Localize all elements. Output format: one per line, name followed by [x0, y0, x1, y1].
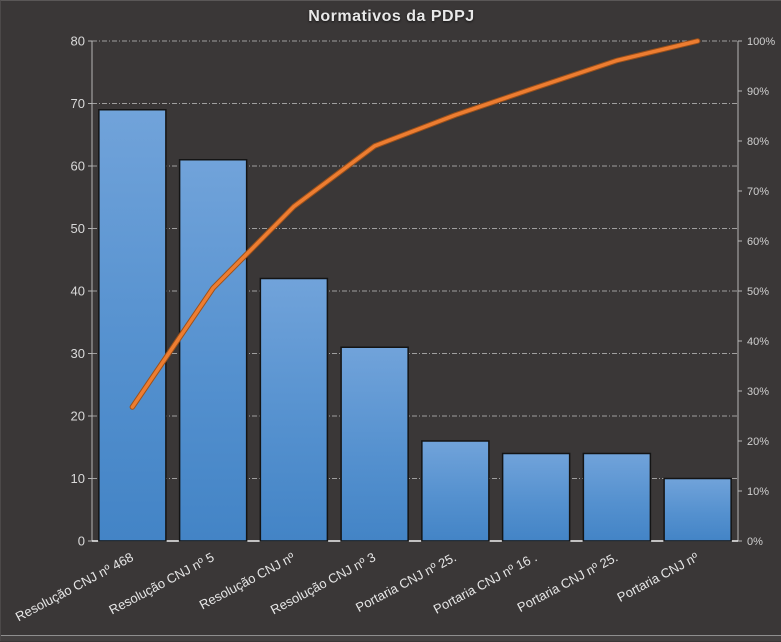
- bar-6: [501, 452, 571, 542]
- pct-axis-label: 30%: [747, 386, 769, 398]
- y-axis-label: 30: [71, 346, 85, 361]
- bar-8: [663, 477, 732, 542]
- chart-title: Normativos da PDPJ: [308, 8, 475, 25]
- y-axis-label: 40: [71, 284, 85, 299]
- y-axis-label: 70: [71, 96, 85, 111]
- pct-axis-label: 20%: [747, 436, 769, 448]
- bar-1: [98, 109, 167, 542]
- pct-axis-label: 80%: [747, 136, 769, 148]
- bar-2: [178, 159, 248, 542]
- pct-axis-label: 70%: [747, 186, 769, 198]
- pct-axis-label: 10%: [747, 486, 769, 498]
- y-axis-label: 50: [71, 221, 85, 236]
- cumulative-line: [130, 39, 700, 409]
- y-axis-label: 20: [71, 409, 85, 424]
- pct-axis-label: 90%: [747, 86, 769, 98]
- bar-4: [340, 346, 409, 542]
- x-axis-label: Portaria CNJ nº: [615, 549, 702, 605]
- y-axis-label: 10: [71, 471, 85, 486]
- pct-axis-label: 100%: [747, 36, 775, 48]
- bar-3: [259, 277, 329, 542]
- pct-axis-label: 50%: [747, 286, 769, 298]
- pct-axis-label: 40%: [747, 336, 769, 348]
- y-axis-label: 60: [71, 159, 85, 174]
- window-bottom-edge: [1, 635, 781, 641]
- bar-7: [582, 452, 652, 542]
- pct-axis-label: 60%: [747, 236, 769, 248]
- y-axis-label: 80: [71, 34, 85, 49]
- bar-5: [421, 440, 490, 542]
- pct-axis-label: 0%: [747, 536, 763, 548]
- y-axis-label: 0: [78, 534, 85, 549]
